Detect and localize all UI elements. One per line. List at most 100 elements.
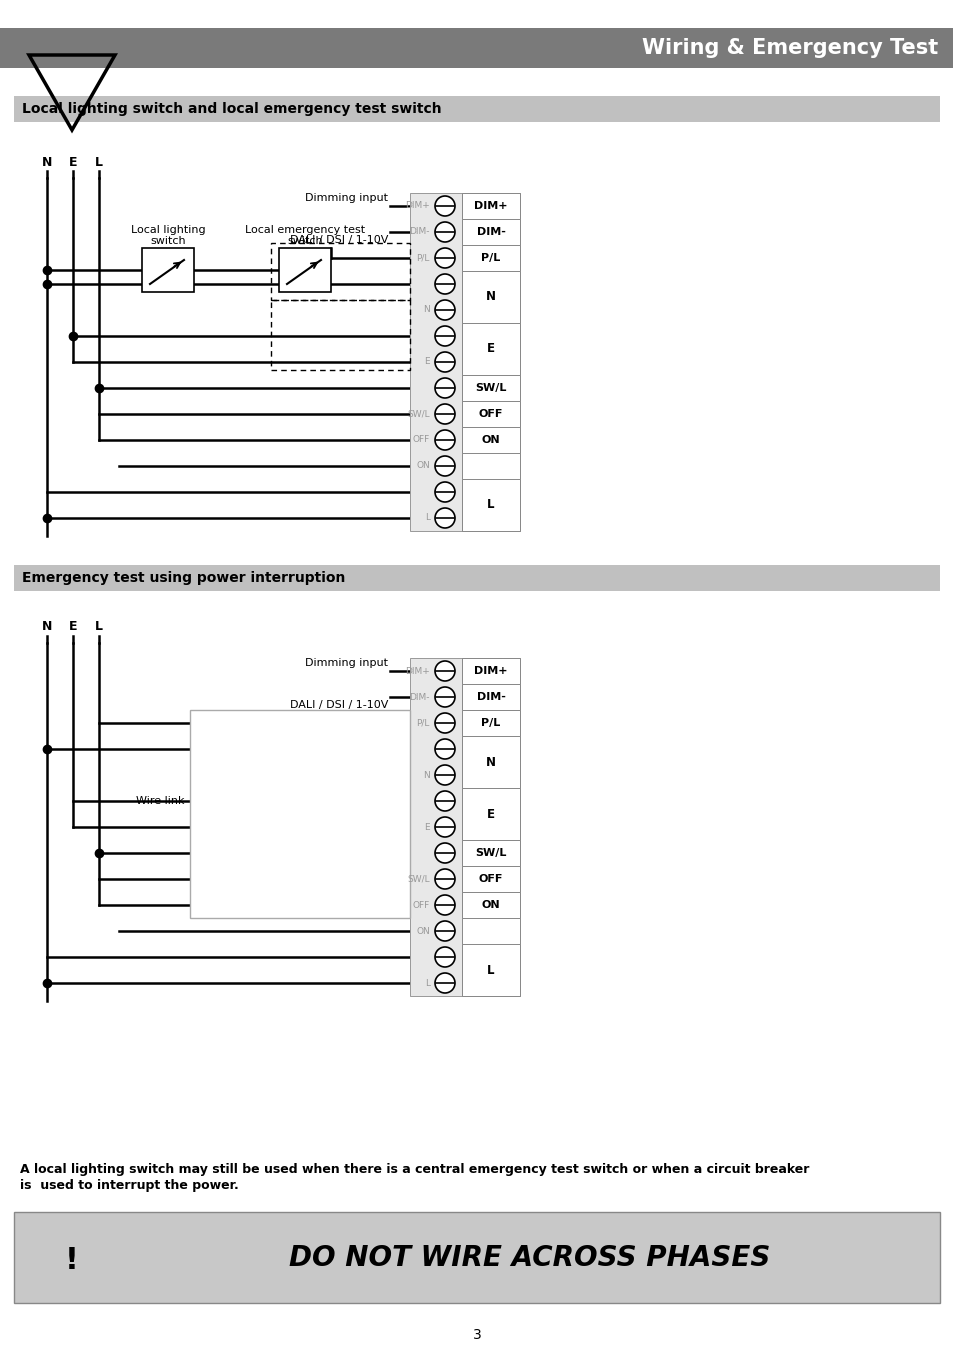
Bar — [461, 657, 519, 996]
Text: DIM-: DIM- — [409, 693, 430, 702]
Bar — [410, 193, 462, 531]
Text: ON: ON — [481, 900, 499, 910]
Text: P/L: P/L — [416, 718, 430, 728]
Bar — [461, 710, 519, 736]
Circle shape — [435, 738, 455, 759]
Circle shape — [435, 842, 455, 863]
Text: DIM+: DIM+ — [474, 666, 507, 676]
Text: L: L — [487, 498, 495, 512]
Bar — [461, 219, 519, 244]
Circle shape — [435, 869, 455, 890]
Circle shape — [435, 378, 455, 398]
Text: SW/L: SW/L — [475, 848, 506, 859]
Text: DIM-: DIM- — [476, 693, 505, 702]
Text: L: L — [424, 513, 430, 522]
Text: Wiring & Emergency Test: Wiring & Emergency Test — [641, 38, 937, 58]
Text: SW/L: SW/L — [407, 409, 430, 418]
Bar — [0, 28, 953, 68]
Bar — [190, 710, 410, 918]
Bar — [461, 427, 519, 454]
Text: DIM+: DIM+ — [405, 201, 430, 211]
Text: E: E — [424, 358, 430, 366]
Text: SW/L: SW/L — [475, 383, 506, 393]
Text: OFF: OFF — [413, 900, 430, 910]
Text: L: L — [487, 964, 495, 976]
Bar — [461, 865, 519, 892]
Bar — [461, 944, 519, 996]
Bar — [461, 271, 519, 323]
Bar — [461, 375, 519, 401]
Text: DALI / DSI / 1-10V: DALI / DSI / 1-10V — [290, 701, 388, 710]
Bar — [461, 657, 519, 684]
Circle shape — [435, 248, 455, 269]
Text: E: E — [424, 822, 430, 832]
Bar — [461, 840, 519, 865]
Bar — [14, 566, 939, 591]
Bar — [461, 401, 519, 427]
Text: DALI / DSI / 1-10V: DALI / DSI / 1-10V — [290, 235, 388, 244]
Text: E: E — [486, 807, 495, 821]
Text: Dimming input: Dimming input — [305, 193, 388, 202]
Text: DIM-: DIM- — [476, 227, 505, 238]
Circle shape — [435, 662, 455, 680]
Bar — [271, 300, 410, 370]
Text: N: N — [423, 771, 430, 779]
Circle shape — [435, 221, 455, 242]
Circle shape — [435, 456, 455, 477]
Text: 3: 3 — [472, 1328, 481, 1342]
Text: L: L — [424, 979, 430, 987]
Text: switch: switch — [150, 236, 186, 246]
Circle shape — [435, 404, 455, 424]
Text: N: N — [42, 621, 52, 633]
Text: OFF: OFF — [478, 873, 502, 884]
Circle shape — [435, 300, 455, 320]
Circle shape — [435, 791, 455, 811]
Text: P/L: P/L — [481, 718, 500, 728]
Circle shape — [435, 325, 455, 346]
Circle shape — [435, 817, 455, 837]
Bar — [461, 244, 519, 271]
Text: switch: switch — [287, 236, 322, 246]
Circle shape — [435, 196, 455, 216]
Bar — [461, 193, 519, 531]
Text: N: N — [485, 756, 496, 768]
Circle shape — [435, 508, 455, 528]
Text: E: E — [69, 155, 77, 169]
Text: is  used to interrupt the power.: is used to interrupt the power. — [20, 1179, 238, 1192]
Text: Local emergency test: Local emergency test — [245, 225, 365, 235]
Bar — [461, 323, 519, 375]
Text: N: N — [423, 305, 430, 315]
Circle shape — [435, 895, 455, 915]
Text: DIM-: DIM- — [409, 228, 430, 236]
Bar — [14, 96, 939, 122]
Text: DIM+: DIM+ — [474, 201, 507, 211]
Circle shape — [435, 765, 455, 784]
Text: ON: ON — [416, 462, 430, 471]
Text: ON: ON — [481, 435, 499, 446]
Bar — [142, 248, 193, 292]
Text: DO NOT WIRE ACROSS PHASES: DO NOT WIRE ACROSS PHASES — [289, 1243, 770, 1272]
Text: SW/L: SW/L — [407, 875, 430, 883]
Text: A local lighting switch may still be used when there is a central emergency test: A local lighting switch may still be use… — [20, 1162, 808, 1176]
Text: DIM+: DIM+ — [405, 667, 430, 675]
Circle shape — [435, 921, 455, 941]
Circle shape — [435, 713, 455, 733]
Circle shape — [435, 946, 455, 967]
Text: E: E — [69, 621, 77, 633]
Bar — [278, 248, 331, 292]
Text: E: E — [486, 343, 495, 355]
Bar — [461, 892, 519, 918]
Bar — [461, 479, 519, 531]
Text: P/L: P/L — [481, 252, 500, 263]
Text: N: N — [485, 290, 496, 304]
Text: P/L: P/L — [416, 254, 430, 262]
Text: Wire link: Wire link — [136, 796, 185, 806]
Circle shape — [435, 973, 455, 994]
Bar — [461, 193, 519, 219]
Text: Local lighting switch and local emergency test switch: Local lighting switch and local emergenc… — [22, 103, 441, 116]
Text: OFF: OFF — [478, 409, 502, 418]
Circle shape — [435, 352, 455, 373]
Text: ON: ON — [416, 926, 430, 936]
Bar — [461, 684, 519, 710]
Text: L: L — [95, 155, 103, 169]
